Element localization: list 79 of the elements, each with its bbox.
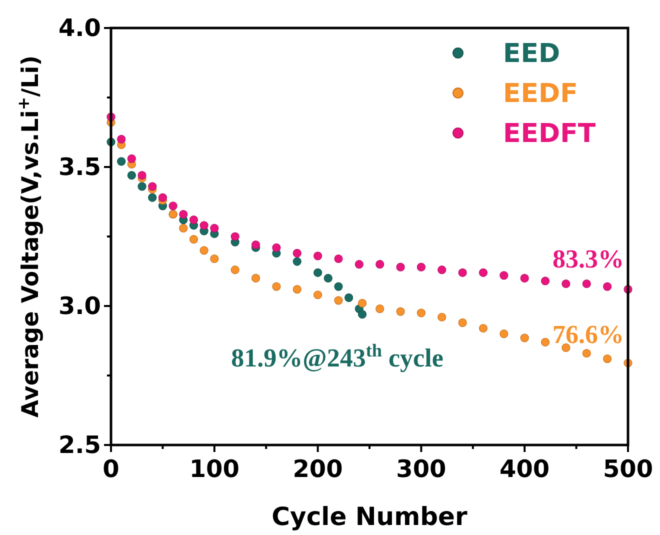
- point: [292, 285, 302, 294]
- point: [230, 232, 240, 241]
- point: [396, 262, 405, 272]
- point: [562, 343, 570, 352]
- point: [148, 182, 157, 191]
- point: [230, 266, 240, 274]
- annotation: 83.3%: [552, 244, 624, 274]
- y-tick-label: 3.5: [58, 153, 101, 181]
- point: [416, 262, 426, 272]
- point: [396, 307, 405, 316]
- point: [416, 308, 426, 318]
- point: [200, 221, 208, 230]
- point: [168, 202, 178, 210]
- legend-label: EEDFT: [503, 119, 596, 149]
- point: [500, 271, 508, 280]
- point: [344, 293, 354, 302]
- y-tick-label: 4.0: [58, 14, 101, 42]
- point: [458, 318, 467, 327]
- point: [179, 224, 188, 232]
- point: [324, 274, 332, 282]
- x-tick-label: 300: [396, 455, 446, 483]
- point: [117, 134, 126, 144]
- point: [148, 193, 157, 202]
- x-tick-label: 100: [189, 455, 240, 483]
- point: [478, 324, 488, 333]
- legend-label: EED: [503, 39, 560, 69]
- point: [520, 274, 529, 282]
- point: [200, 246, 208, 255]
- point: [358, 310, 367, 319]
- annotation: 81.9%@243$^{th}$ cycle: [231, 340, 444, 372]
- point: [540, 276, 550, 286]
- point: [272, 282, 281, 291]
- point: [210, 254, 219, 264]
- point: [500, 330, 508, 338]
- point: [478, 268, 488, 277]
- x-tick-label: 500: [602, 455, 654, 483]
- point: [376, 304, 384, 314]
- point: [272, 243, 281, 252]
- point: [138, 171, 146, 180]
- point: [438, 312, 446, 322]
- annotation: 76.6%: [552, 320, 624, 349]
- point: [292, 248, 302, 258]
- point: [158, 193, 167, 202]
- x-tick-label: 400: [500, 455, 550, 483]
- x-tick-label: 200: [292, 455, 343, 483]
- point: [251, 240, 260, 250]
- point: [138, 182, 146, 191]
- point: [314, 268, 322, 277]
- point: [251, 274, 260, 282]
- point: [179, 210, 188, 219]
- point: [376, 260, 384, 269]
- point: [292, 257, 302, 266]
- point: [358, 298, 367, 308]
- x-tick-label: 0: [102, 455, 120, 483]
- point: [314, 252, 322, 260]
- point: [438, 266, 446, 274]
- point: [562, 279, 570, 288]
- point: [334, 282, 343, 291]
- point: [127, 171, 136, 180]
- point: [520, 334, 529, 342]
- y-tick-label: 2.5: [58, 431, 101, 459]
- point: [458, 268, 467, 277]
- point: [334, 296, 343, 305]
- point: [189, 216, 198, 224]
- x-axis-title: Cycle Number: [272, 502, 468, 531]
- point: [189, 234, 198, 244]
- point: [540, 338, 550, 346]
- point: [334, 254, 343, 264]
- point: [210, 224, 219, 232]
- point: [603, 282, 612, 291]
- y-tick-label: 3.0: [58, 292, 101, 320]
- point: [127, 154, 136, 163]
- legend-label: EEDF: [503, 79, 578, 109]
- point: [314, 290, 322, 300]
- point: [582, 279, 591, 288]
- point: [603, 354, 612, 364]
- point: [117, 157, 126, 166]
- point: [354, 260, 364, 269]
- point: [582, 348, 591, 358]
